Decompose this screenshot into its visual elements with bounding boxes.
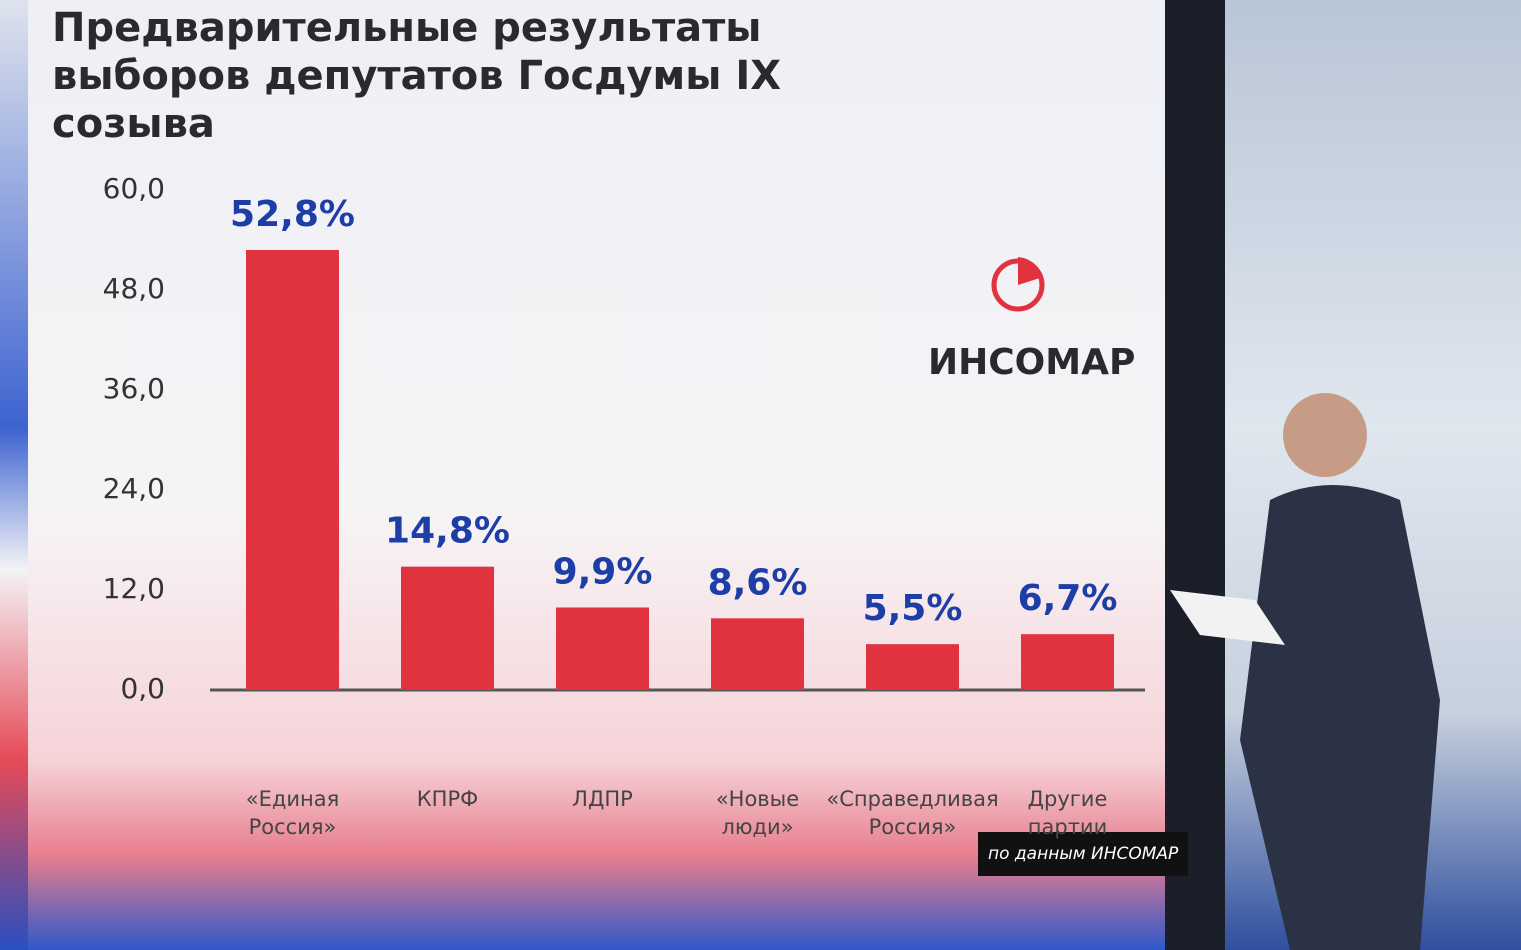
y-tick-label: 0,0 [120,672,165,705]
value-label: 6,7% [1018,578,1118,619]
value-label: 5,5% [863,588,963,629]
bar [401,566,494,690]
value-label: 52,8% [230,194,355,235]
bar [556,607,649,690]
y-tick-label: 48,0 [103,272,165,305]
y-tick-label: 36,0 [103,372,165,405]
x-tick-label: «Единая Россия» [246,787,340,839]
presenter [1170,393,1440,950]
x-tick-label: «Новые люди» [716,787,799,839]
source-note: по данным ИНСОМАР [978,832,1189,876]
value-label: 14,8% [385,511,510,552]
y-tick-label: 24,0 [103,472,165,505]
bar [246,250,339,690]
y-tick-label: 60,0 [103,172,165,205]
x-tick-label: Другие партии [1028,787,1108,839]
logo-icon-slice [1018,257,1043,285]
bar [1021,634,1114,690]
x-tick-label: ЛДПР [572,787,633,811]
chart-title: Предварительные результаты выборов депут… [52,5,782,147]
x-tick-label: КПРФ [417,787,478,811]
y-tick-label: 12,0 [103,572,165,605]
bar [711,618,804,690]
value-label: 9,9% [553,552,653,593]
screen [0,0,1165,950]
logo-text: ИНСОМАР [928,342,1136,383]
value-label: 8,6% [708,562,808,603]
screen-edge [0,0,28,950]
bar [866,644,959,690]
x-tick-label: «Справедливая Россия» [826,787,998,839]
